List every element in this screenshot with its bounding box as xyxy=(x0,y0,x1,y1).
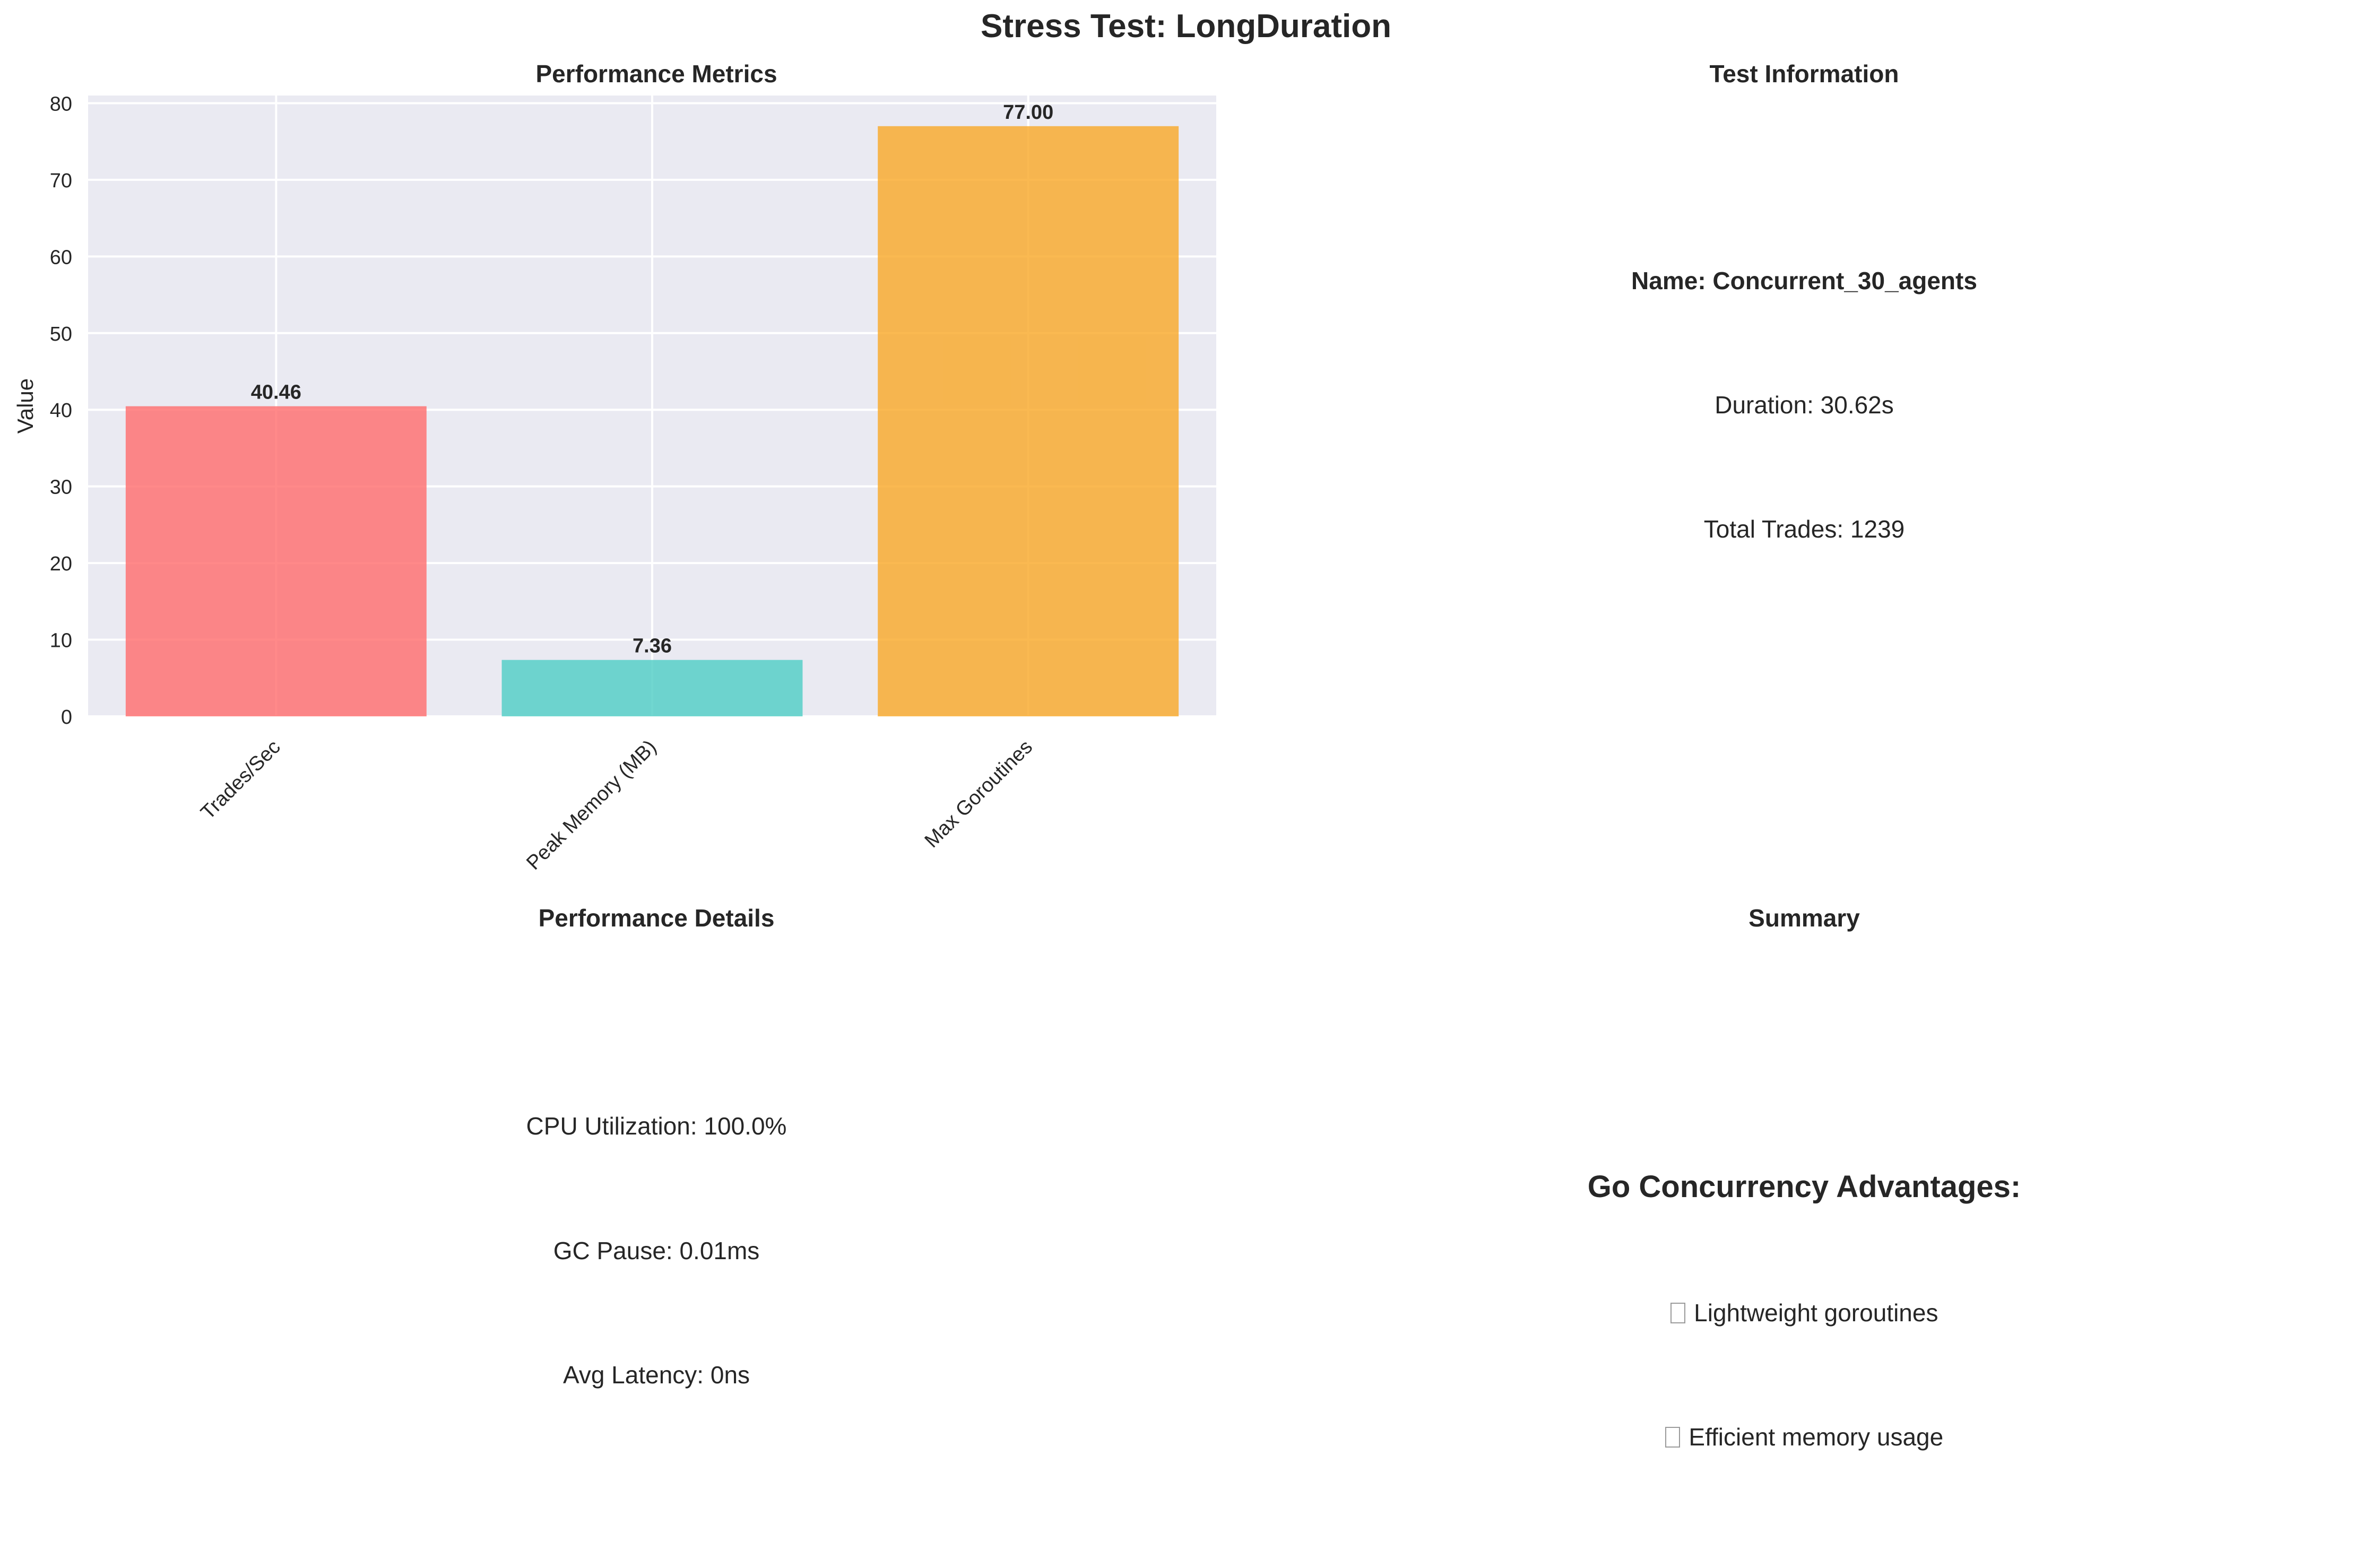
bar xyxy=(501,660,803,716)
y-tick-label: 20 xyxy=(50,553,72,575)
summary-item: Lightweight goroutines xyxy=(1380,1298,2229,1327)
y-tick-label: 70 xyxy=(50,170,72,192)
missing-glyph-icon xyxy=(1670,1302,1686,1323)
y-tick-label: 80 xyxy=(50,93,72,115)
gc-pause: GC Pause: 0.01ms xyxy=(553,1237,760,1264)
missing-glyph-icon xyxy=(1665,1426,1681,1448)
y-tick-label: 10 xyxy=(50,630,72,652)
test-name: Name: Concurrent_30_agents xyxy=(1631,267,1977,294)
summary-item: Efficient memory usage xyxy=(1380,1423,2229,1451)
y-tick-label: 0 xyxy=(61,706,72,729)
summary-title: Summary xyxy=(1748,904,1860,932)
test-duration: Duration: 30.62s xyxy=(1715,391,1894,419)
cpu-utilization: CPU Utilization: 100.0% xyxy=(526,1112,787,1140)
bar-value-label: 40.46 xyxy=(251,382,301,404)
bar-value-label: 7.36 xyxy=(633,635,672,657)
bar xyxy=(125,406,427,716)
test-info-title: Test Information xyxy=(1709,60,1899,88)
y-tick-label: 60 xyxy=(50,246,72,268)
bar xyxy=(878,126,1179,716)
performance-details-title: Performance Details xyxy=(538,904,775,932)
avg-latency: Avg Latency: 0ns xyxy=(562,1361,750,1389)
y-tick-label: 50 xyxy=(50,323,72,345)
summary-heading: Go Concurrency Advantages: xyxy=(1587,1169,2021,1204)
test-total-trades: Total Trades: 1239 xyxy=(1703,515,1905,543)
summary-item-text: Efficient memory usage xyxy=(1689,1423,1944,1451)
figure-title: Stress Test: LongDuration xyxy=(981,8,1391,45)
x-tick-label: Peak Memory (MB) xyxy=(522,736,661,874)
bar-value-label: 77.00 xyxy=(1003,101,1053,124)
performance-metrics-chart: 0 10 20 30 40 50 60 70 80 40.46 Trades/Sec 7.36 Peak… xyxy=(13,93,1216,874)
y-tick-label: 40 xyxy=(50,400,72,422)
summary-item-text: Lightweight goroutines xyxy=(1694,1299,1938,1327)
y-tick-label: 30 xyxy=(50,477,72,499)
x-tick-label: Trades/Sec xyxy=(197,736,285,824)
chart-title: Performance Metrics xyxy=(535,60,777,88)
x-tick-label: Max Goroutines xyxy=(921,736,1037,852)
y-axis-label: Value xyxy=(13,378,38,434)
